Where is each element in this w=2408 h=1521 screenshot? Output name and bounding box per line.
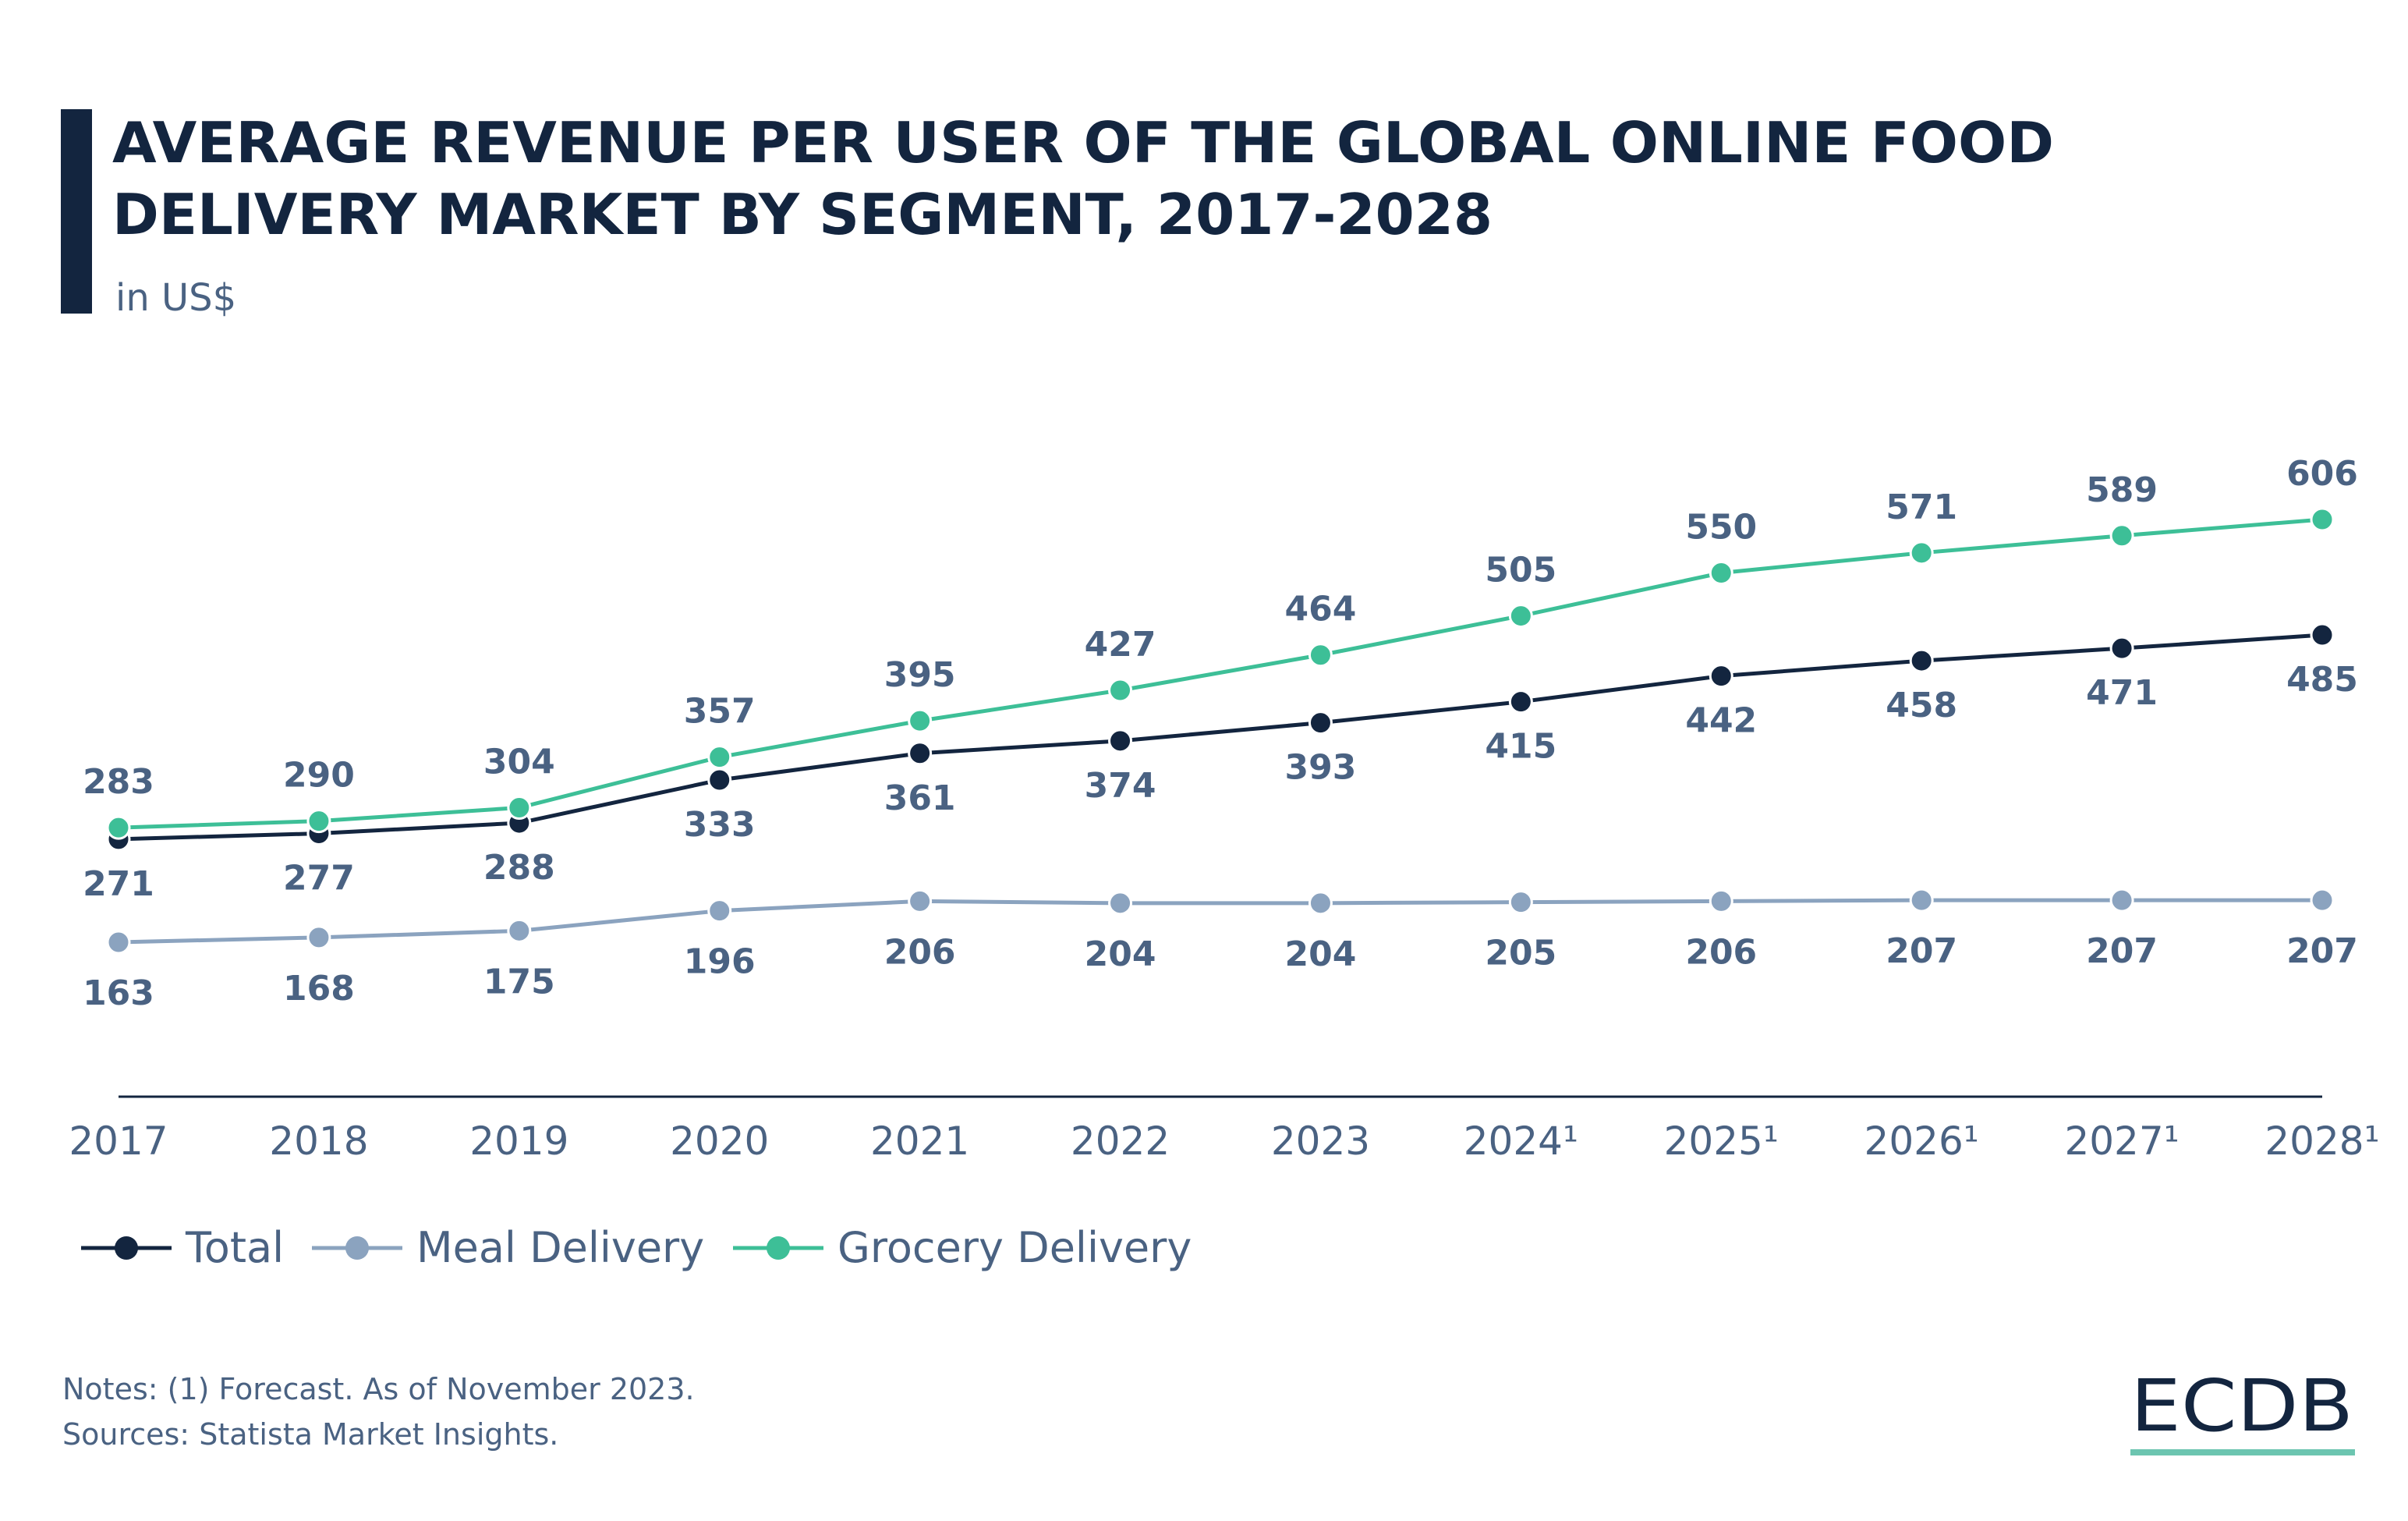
chart-title-line-1: AVERAGE REVENUE PER USER OF THE GLOBAL O… xyxy=(112,110,2054,176)
data-label-grocery-delivery: 571 xyxy=(1886,488,1957,527)
data-label-meal-delivery: 196 xyxy=(684,942,756,982)
data-label-total: 361 xyxy=(884,778,956,818)
data-point-grocery-delivery xyxy=(1308,643,1333,668)
data-point-grocery-delivery xyxy=(2109,523,2134,548)
title-accent-bar xyxy=(61,109,92,314)
data-label-meal-delivery: 175 xyxy=(483,962,555,1002)
data-label-grocery-delivery: 464 xyxy=(1285,590,1357,629)
footer-sources: Sources: Statista Market Insights. xyxy=(62,1417,558,1452)
data-point-total xyxy=(908,741,933,766)
legend-label: Meal Delivery xyxy=(416,1223,704,1272)
data-label-grocery-delivery: 290 xyxy=(283,756,355,796)
data-point-total xyxy=(1909,648,1934,673)
chart-title-line-2: DELIVERY MARKET BY SEGMENT, 2017-2028 xyxy=(112,182,1493,247)
data-point-meal-delivery xyxy=(306,925,331,950)
data-label-total: 442 xyxy=(1685,701,1757,741)
data-label-meal-delivery: 205 xyxy=(1485,934,1556,973)
data-label-grocery-delivery: 357 xyxy=(684,692,756,732)
x-tick-label: 2019 xyxy=(469,1119,568,1164)
data-label-total: 288 xyxy=(483,848,555,888)
data-label-total: 277 xyxy=(283,859,355,899)
svg-text:ECDB: ECDB xyxy=(2130,1364,2353,1448)
data-point-grocery-delivery xyxy=(1108,678,1133,703)
data-label-grocery-delivery: 606 xyxy=(2286,454,2358,494)
data-point-total xyxy=(707,768,732,792)
legend-label: Total xyxy=(185,1223,284,1272)
data-label-total: 374 xyxy=(1085,766,1156,806)
data-point-grocery-delivery xyxy=(2310,507,2335,532)
data-label-meal-delivery: 206 xyxy=(884,932,956,972)
x-tick-label: 2028¹ xyxy=(2265,1119,2379,1164)
data-label-total: 271 xyxy=(83,864,154,904)
data-point-grocery-delivery xyxy=(306,809,331,834)
data-label-meal-delivery: 207 xyxy=(1886,931,1957,971)
chart-subtitle: in US$ xyxy=(115,276,236,320)
x-tick-label: 2024¹ xyxy=(1464,1119,1578,1164)
footer-notes: Notes: (1) Forecast. As of November 2023… xyxy=(62,1372,695,1406)
data-label-meal-delivery: 206 xyxy=(1685,932,1757,972)
data-point-meal-delivery xyxy=(106,930,131,955)
data-point-meal-delivery xyxy=(1709,888,1733,913)
x-tick-label: 2027¹ xyxy=(2064,1119,2179,1164)
x-tick-label: 2020 xyxy=(670,1119,769,1164)
data-point-meal-delivery xyxy=(908,888,933,913)
data-label-total: 393 xyxy=(1285,748,1357,788)
data-point-meal-delivery xyxy=(1308,891,1333,916)
x-tick-label: 2022 xyxy=(1071,1119,1170,1164)
data-label-grocery-delivery: 304 xyxy=(483,742,555,782)
data-label-grocery-delivery: 395 xyxy=(884,655,956,695)
data-point-total xyxy=(1108,729,1133,753)
data-label-grocery-delivery: 505 xyxy=(1485,551,1556,590)
series-line-grocery-delivery xyxy=(118,517,2323,830)
data-label-total: 458 xyxy=(1886,686,1957,725)
data-point-meal-delivery xyxy=(707,899,732,924)
data-point-total xyxy=(2109,636,2134,661)
x-tick-label: 2025¹ xyxy=(1664,1119,1779,1164)
data-point-meal-delivery xyxy=(1108,891,1133,916)
data-point-grocery-delivery xyxy=(1709,561,1733,586)
data-label-grocery-delivery: 589 xyxy=(2086,470,2158,510)
data-label-meal-delivery: 168 xyxy=(283,969,355,1009)
data-point-meal-delivery xyxy=(1508,890,1533,915)
data-point-total xyxy=(1709,664,1733,689)
data-label-meal-delivery: 163 xyxy=(83,973,154,1013)
data-label-meal-delivery: 204 xyxy=(1085,934,1156,974)
x-tick-label: 2026¹ xyxy=(1864,1119,1979,1164)
series-line-total xyxy=(118,633,2323,842)
data-label-meal-delivery: 204 xyxy=(1285,934,1357,974)
data-label-grocery-delivery: 550 xyxy=(1685,508,1757,548)
ecdb-logo: ECDB xyxy=(2130,1364,2355,1455)
data-point-meal-delivery xyxy=(507,918,532,943)
data-point-total xyxy=(2310,622,2335,647)
legend-label: Grocery Delivery xyxy=(837,1223,1192,1272)
data-label-meal-delivery: 207 xyxy=(2086,931,2158,971)
x-tick-label: 2023 xyxy=(1271,1119,1370,1164)
data-point-grocery-delivery xyxy=(1508,604,1533,629)
x-tick-label: 2017 xyxy=(69,1119,168,1164)
data-label-total: 333 xyxy=(684,805,756,845)
data-label-total: 471 xyxy=(2086,673,2158,713)
legend-item-grocery-delivery: Grocery Delivery xyxy=(733,1223,1192,1272)
data-point-grocery-delivery xyxy=(707,745,732,770)
data-label-total: 485 xyxy=(2286,660,2358,700)
data-point-meal-delivery xyxy=(1909,888,1934,913)
data-point-grocery-delivery xyxy=(507,795,532,820)
legend-item-meal-delivery: Meal Delivery xyxy=(312,1223,704,1272)
data-point-grocery-delivery xyxy=(106,815,131,840)
data-point-meal-delivery xyxy=(2109,888,2134,913)
data-label-grocery-delivery: 427 xyxy=(1085,625,1156,665)
legend-item-total: Total xyxy=(81,1223,284,1272)
data-label-grocery-delivery: 283 xyxy=(83,762,154,802)
data-point-total xyxy=(1308,711,1333,736)
data-point-total xyxy=(1508,690,1533,714)
x-tick-label: 2021 xyxy=(870,1119,969,1164)
series-line-meal-delivery xyxy=(118,898,2322,945)
data-point-grocery-delivery xyxy=(908,708,933,733)
data-point-meal-delivery xyxy=(2310,888,2335,913)
x-tick-label: 2018 xyxy=(269,1119,368,1164)
data-label-meal-delivery: 207 xyxy=(2286,931,2358,971)
data-point-grocery-delivery xyxy=(1909,541,1934,566)
data-label-total: 415 xyxy=(1485,727,1556,767)
